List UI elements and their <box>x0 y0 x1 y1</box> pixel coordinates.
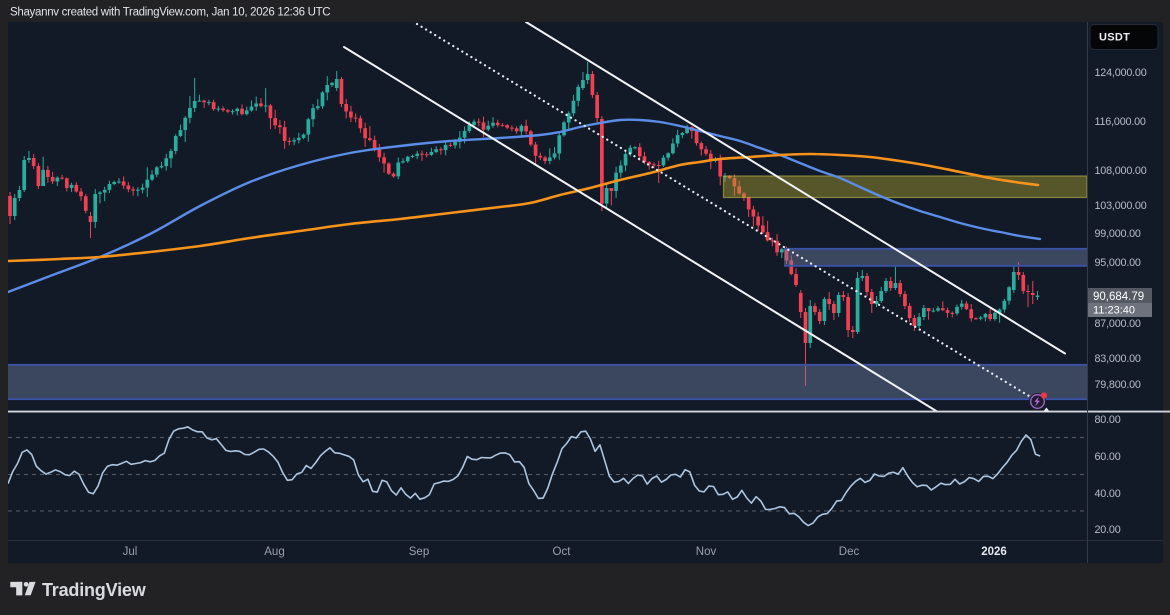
svg-text:Shayannv created with TradingV: Shayannv created with TradingView.com, J… <box>10 7 330 19</box>
svg-text:2026: 2026 <box>981 546 1007 558</box>
svg-text:90,684.79: 90,684.79 <box>1093 291 1144 303</box>
svg-text:83,000.00: 83,000.00 <box>1095 353 1141 365</box>
svg-text:79,800.00: 79,800.00 <box>1095 379 1141 391</box>
svg-text:80.00: 80.00 <box>1095 414 1121 426</box>
svg-text:87,000.00: 87,000.00 <box>1095 318 1141 330</box>
svg-text:Aug: Aug <box>264 546 284 558</box>
svg-text:Dec: Dec <box>839 546 860 558</box>
svg-text:USDT: USDT <box>1099 32 1130 44</box>
svg-text:99,000.00: 99,000.00 <box>1095 228 1141 240</box>
svg-text:Jul: Jul <box>123 546 138 558</box>
svg-text:103,000.00: 103,000.00 <box>1095 200 1147 212</box>
svg-text:108,000.00: 108,000.00 <box>1095 165 1147 177</box>
svg-text:40.00: 40.00 <box>1095 488 1121 500</box>
svg-text:11:23:40: 11:23:40 <box>1093 305 1135 317</box>
svg-text:Nov: Nov <box>696 546 717 558</box>
svg-text:20.00: 20.00 <box>1095 524 1121 536</box>
svg-text:Sep: Sep <box>409 546 429 558</box>
svg-text:Oct: Oct <box>553 546 572 558</box>
svg-text:95,000.00: 95,000.00 <box>1095 257 1141 269</box>
svg-text:116,000.00: 116,000.00 <box>1095 116 1146 128</box>
svg-text:60.00: 60.00 <box>1095 451 1121 463</box>
svg-text:TradingView: TradingView <box>42 580 147 600</box>
svg-text:124,000.00: 124,000.00 <box>1095 67 1147 79</box>
